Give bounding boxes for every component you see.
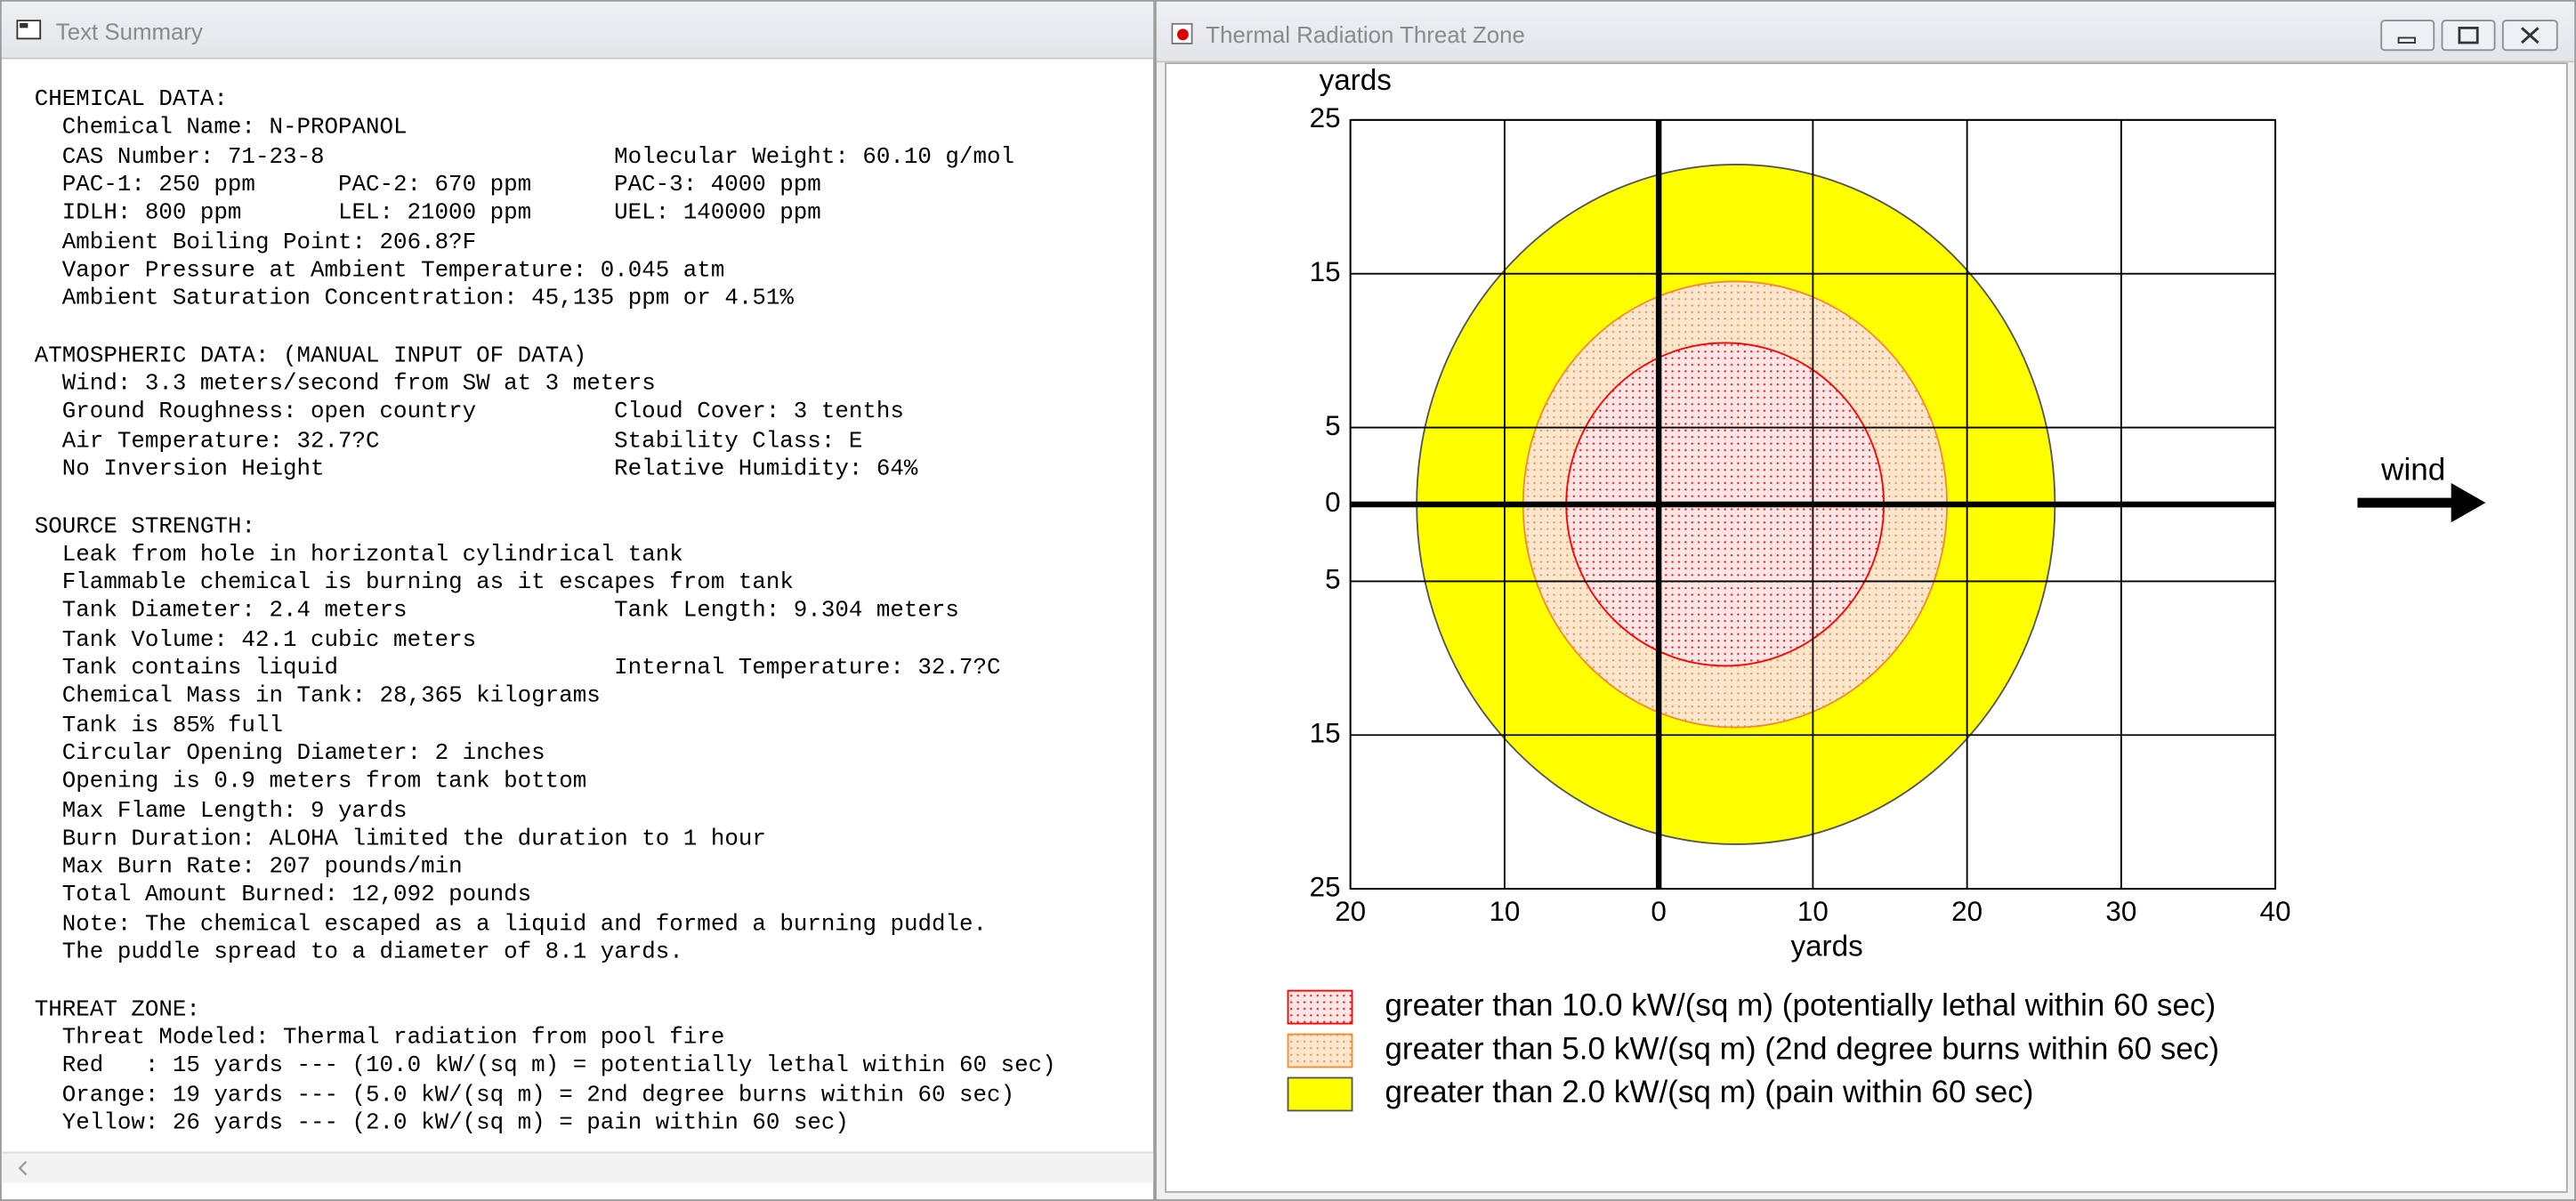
legend-label: greater than 2.0 kW/(sq m) (pain within … (1385, 1075, 2033, 1109)
legend-swatch (1287, 1076, 1353, 1112)
x-tick-label: 20 (1335, 896, 1366, 927)
text-line: Molecular Weight: 60.10 g/mol (614, 143, 1014, 171)
y-tick-label: 5 (1325, 410, 1340, 441)
text-line: Flammable chemical is burning as it esca… (61, 570, 794, 597)
y-tick-label: 25 (1310, 871, 1341, 902)
text-line: PAC-1: 250 ppm (61, 172, 255, 199)
y-tick-label: 0 (1325, 487, 1340, 518)
text-line: Ground Roughness: open country (61, 399, 477, 426)
window-icon (16, 20, 42, 40)
x-tick-label: 20 (1951, 896, 1982, 927)
horizontal-scrollbar[interactable] (1, 1151, 1154, 1183)
text-summary-window: Text Summary CHEMICAL DATA: Chemical Name… (0, 0, 1155, 1201)
y-tick-label: 25 (1310, 102, 1341, 133)
text-line: Yellow: 26 yards --- (2.0 kW/(sq m) = pa… (61, 1110, 849, 1137)
window-title: Text Summary (55, 18, 203, 44)
text-line: LEL: 21000 ppm (337, 200, 532, 228)
window-buttons (2380, 20, 2558, 52)
text-line: Ambient Boiling Point: 206.8?F (61, 229, 477, 256)
minimize-button[interactable] (2380, 20, 2435, 52)
text-line: Chemical Name: N-PROPANOL (61, 115, 408, 142)
text-line: CAS Number: 71-23-8 (61, 143, 325, 171)
y-tick-label: 15 (1310, 718, 1341, 749)
text-line: PAC-3: 4000 ppm (614, 172, 821, 199)
text-line: Tank Diameter: 2.4 meters (61, 598, 408, 625)
text-line: Stability Class: E (614, 428, 863, 455)
text-line: IDLH: 800 ppm (61, 200, 242, 228)
text-line: Burn Duration: ALOHA limited the duratio… (61, 826, 766, 853)
title-bar[interactable]: Thermal Radiation Threat Zone (1156, 1, 2575, 63)
x-tick-label: 40 (2260, 896, 2291, 927)
x-tick-label: 10 (1489, 896, 1520, 927)
y-axis-label: yards (1320, 64, 1392, 97)
text-line: Wind: 3.3 meters/second from SW at 3 met… (61, 371, 656, 398)
x-tick-label: 0 (1651, 896, 1666, 927)
text-line: Vapor Pressure at Ambient Temperature: 0… (61, 257, 725, 285)
legend-label: greater than 5.0 kW/(sq m) (2nd degree b… (1385, 1031, 2219, 1066)
scroll-left-arrow[interactable] (12, 1153, 35, 1182)
text-line: Relative Humidity: 64% (614, 456, 918, 483)
plot-border (1349, 118, 2277, 891)
text-line: Tank is 85% full (61, 712, 283, 739)
text-line: Ambient Saturation Concentration: 45,135… (61, 286, 794, 313)
text-line: CHEMICAL DATA: (34, 86, 228, 114)
text-line: Threat Modeled: Thermal radiation from p… (61, 1025, 725, 1052)
legend-label: greater than 10.0 kW/(sq m) (potentially… (1385, 987, 2216, 1022)
window-title: Thermal Radiation Threat Zone (1206, 21, 1525, 48)
text-line: UEL: 140000 ppm (614, 200, 821, 228)
text-line: Chemical Mass in Tank: 28,365 kilograms (61, 683, 601, 711)
text-line: Max Burn Rate: 207 pounds/min (61, 854, 463, 882)
legend-swatch (1287, 989, 1353, 1025)
text-line: Note: The chemical escaped as a liquid a… (61, 911, 988, 938)
text-line: Tank contains liquid (61, 655, 339, 682)
text-line: Circular Opening Diameter: 2 inches (61, 740, 545, 768)
x-tick-label: 10 (1797, 896, 1829, 927)
text-line: Tank Volume: 42.1 cubic meters (61, 626, 477, 654)
text-line: The puddle spread to a diameter of 8.1 y… (61, 939, 683, 966)
text-line: Opening is 0.9 meters from tank bottom (61, 769, 587, 796)
text-line: Cloud Cover: 3 tenths (614, 399, 904, 426)
title-bar[interactable]: Text Summary (1, 1, 1154, 60)
window-icon (1171, 22, 1193, 44)
text-line: Red : 15 yards --- (10.0 kW/(sq m) = pot… (61, 1053, 1056, 1080)
text-line: Total Amount Burned: 12,092 pounds (61, 883, 532, 909)
close-button[interactable] (2501, 20, 2558, 52)
text-line: Tank Length: 9.304 meters (614, 598, 959, 625)
maximize-button[interactable] (2441, 20, 2496, 52)
text-line: Orange: 19 yards --- (5.0 kW/(sq m) = 2n… (61, 1082, 1015, 1108)
text-line: SOURCE STRENGTH: (34, 513, 255, 540)
legend-swatch (1287, 1033, 1353, 1068)
text-area: CHEMICAL DATA: Chemical Name: N-PROPANOL C… (2, 59, 1153, 1153)
wind-label: wind (2380, 452, 2445, 487)
x-tick-label: 30 (2105, 896, 2136, 927)
y-tick-label: 15 (1310, 256, 1341, 287)
y-tick-label: 5 (1325, 564, 1340, 595)
text-line: No Inversion Height (61, 456, 325, 483)
text-line: THREAT ZONE: (34, 996, 200, 1023)
x-axis-label: yards (1790, 930, 1862, 963)
text-line: Max Flame Length: 9 yards (61, 797, 408, 825)
wind-arrow (2357, 482, 2486, 523)
text-line: Leak from hole in horizontal cylindrical… (61, 542, 683, 568)
text-line: Air Temperature: 32.7?C (61, 428, 380, 455)
text-line: Internal Temperature: 32.7?C (614, 655, 1001, 682)
text-line: ATMOSPHERIC DATA: (MANUAL INPUT OF DATA) (34, 343, 587, 369)
text-line: PAC-2: 670 ppm (337, 172, 532, 199)
